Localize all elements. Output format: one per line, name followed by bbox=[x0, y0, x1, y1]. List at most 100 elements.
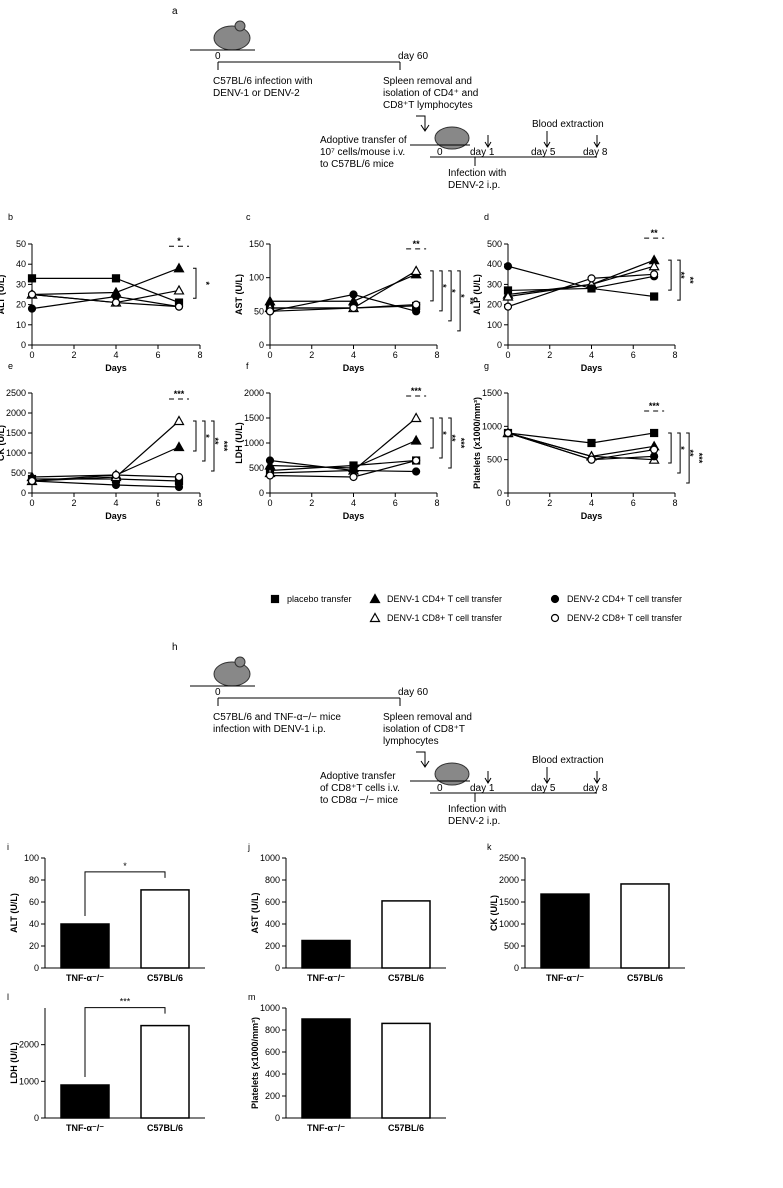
bar bbox=[620, 883, 670, 969]
x-axis-label: Days bbox=[581, 511, 603, 521]
y-tick-label: 800 bbox=[265, 1025, 280, 1035]
series-line bbox=[269, 439, 417, 469]
sig-bracket bbox=[668, 259, 672, 291]
x-axis-label: Days bbox=[581, 363, 603, 373]
y-tick-label: 2000 bbox=[244, 388, 264, 398]
x-tick-label: 8 bbox=[434, 498, 439, 508]
y-tick-label: 0 bbox=[259, 488, 264, 498]
diagram-h: h 0 day 60 C57BL/6 and TNF-α−/− mice inf… bbox=[172, 642, 608, 827]
series-line bbox=[31, 420, 180, 482]
marker bbox=[349, 472, 358, 482]
sig-label: * bbox=[438, 284, 448, 288]
marker bbox=[270, 594, 280, 604]
x-tick-label: 8 bbox=[197, 350, 202, 360]
series-line bbox=[507, 287, 655, 298]
marker bbox=[503, 428, 513, 438]
marker bbox=[369, 612, 381, 623]
legend-label: DENV-2 CD4+ T cell transfer bbox=[567, 594, 682, 604]
sig-bracket bbox=[193, 267, 197, 299]
marker bbox=[412, 307, 421, 316]
panel-label: f bbox=[246, 361, 249, 371]
sig-bracket bbox=[448, 270, 452, 322]
sig-bracket bbox=[448, 417, 452, 469]
marker bbox=[173, 441, 185, 452]
y-tick-label: 1000 bbox=[6, 448, 26, 458]
x-tick-label: 0 bbox=[267, 498, 272, 508]
x-tick-label: 0 bbox=[29, 498, 34, 508]
y-tick-label: 800 bbox=[265, 875, 280, 885]
x-tick-label: 2 bbox=[309, 498, 314, 508]
time-label: 0 bbox=[437, 147, 443, 158]
step-text: isolation of CD4⁺ and bbox=[383, 88, 478, 99]
sig-label: *** bbox=[694, 453, 704, 464]
mouse-ear bbox=[234, 656, 246, 668]
y-axis-label: Platelets (x1000/mm³) bbox=[472, 397, 482, 489]
marker bbox=[369, 593, 381, 604]
y-tick-label: 20 bbox=[29, 941, 39, 951]
bar bbox=[301, 1018, 351, 1119]
marker bbox=[111, 274, 121, 283]
x-tick-label: 6 bbox=[393, 350, 398, 360]
sig-label: *** bbox=[411, 386, 422, 396]
mouse-icon bbox=[434, 126, 470, 150]
time-label: day 5 bbox=[531, 147, 556, 158]
y-tick-label: 50 bbox=[16, 239, 26, 249]
marker bbox=[412, 456, 421, 465]
y-tick-label: 1500 bbox=[482, 388, 502, 398]
panel-label: h bbox=[172, 642, 178, 653]
marker bbox=[587, 455, 596, 464]
marker bbox=[27, 476, 37, 486]
sig-label: ** bbox=[685, 277, 695, 285]
sig-label: * bbox=[456, 294, 466, 298]
x-axis-label: Days bbox=[343, 511, 365, 521]
x-tick-label: C57BL/6 bbox=[388, 973, 424, 983]
sig-label: ** bbox=[447, 434, 457, 442]
x-tick-label: 0 bbox=[505, 350, 510, 360]
sig-bracket bbox=[193, 420, 197, 452]
sig-bracket bbox=[202, 420, 206, 462]
marker bbox=[503, 262, 513, 271]
marker bbox=[27, 304, 37, 313]
series-line bbox=[31, 267, 180, 296]
bar bbox=[381, 900, 431, 969]
x-tick-label: C57BL/6 bbox=[147, 1123, 183, 1133]
x-tick-label: 6 bbox=[393, 498, 398, 508]
y-tick-label: 1000 bbox=[260, 1003, 280, 1013]
time-label: day 8 bbox=[583, 783, 608, 794]
marker bbox=[111, 298, 121, 307]
y-tick-label: 600 bbox=[265, 1047, 280, 1057]
sig-label: *** bbox=[174, 389, 185, 399]
sig-label: ** bbox=[651, 228, 659, 238]
y-tick-label: 10 bbox=[16, 320, 26, 330]
x-tick-label: TNF-α⁻/⁻ bbox=[546, 973, 584, 983]
sig-label: *** bbox=[219, 441, 229, 452]
y-tick-label: 0 bbox=[34, 1113, 39, 1123]
marker bbox=[587, 284, 596, 293]
sig-label: * bbox=[123, 861, 127, 871]
step-text: Spleen removal and bbox=[383, 76, 472, 87]
time-label: day 5 bbox=[531, 783, 556, 794]
y-axis-label: Platelets (x1000/mm³) bbox=[250, 1017, 260, 1109]
step-text: DENV-1 or DENV-2 bbox=[213, 88, 300, 99]
y-tick-label: 1000 bbox=[482, 421, 502, 431]
y-tick-label: 1000 bbox=[260, 853, 280, 863]
y-tick-label: 400 bbox=[265, 919, 280, 929]
y-tick-label: 30 bbox=[16, 279, 26, 289]
sig-label: * bbox=[676, 446, 686, 450]
series-line bbox=[270, 270, 417, 309]
sig-label: *** bbox=[456, 438, 466, 449]
marker bbox=[412, 300, 421, 309]
sig-bracket bbox=[84, 1007, 166, 1077]
marker bbox=[173, 284, 185, 295]
legend-label: placebo transfer bbox=[287, 594, 352, 604]
x-tick-label: 2 bbox=[71, 498, 76, 508]
sig-bracket bbox=[211, 420, 215, 472]
y-tick-label: 0 bbox=[259, 340, 264, 350]
diagram-a: a 0 day 60 C57BL/6 infection with DENV-1… bbox=[172, 6, 608, 191]
y-axis-label: CK (U/L) bbox=[0, 425, 6, 461]
marker bbox=[503, 302, 513, 311]
series-line bbox=[269, 417, 417, 474]
y-tick-label: 2500 bbox=[499, 853, 519, 863]
y-tick-label: 0 bbox=[21, 340, 26, 350]
